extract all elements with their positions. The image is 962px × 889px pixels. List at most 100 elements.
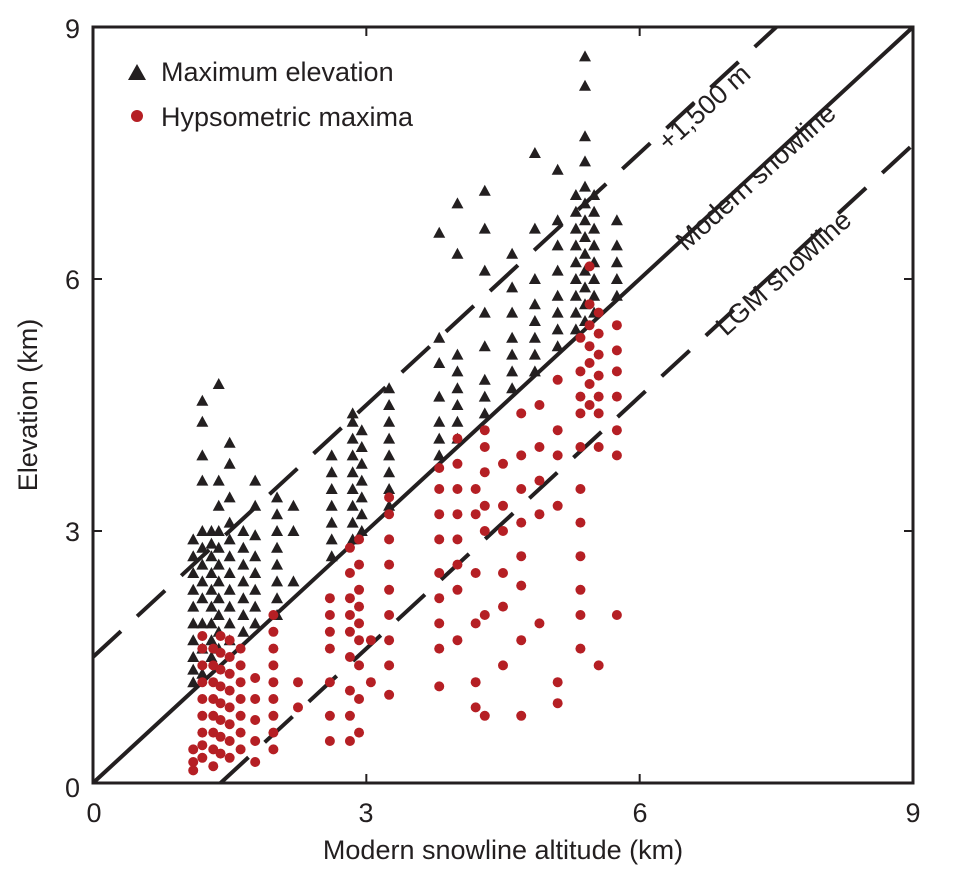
- data-point-max-elevation: [569, 306, 582, 318]
- y-tick-label: 9: [65, 14, 80, 44]
- data-point-hypsometric: [268, 660, 279, 671]
- data-point-max-elevation: [223, 567, 236, 578]
- data-point-max-elevation: [196, 541, 209, 553]
- data-point-max-elevation: [223, 516, 236, 528]
- data-point-hypsometric: [534, 618, 545, 629]
- data-point-hypsometric: [611, 391, 622, 402]
- data-point-max-elevation: [579, 155, 591, 167]
- legend-label-max-elevation: Maximum elevation: [161, 57, 394, 87]
- data-point-hypsometric: [452, 433, 463, 444]
- data-point-hypsometric: [593, 370, 604, 381]
- data-point-hypsometric: [434, 509, 445, 520]
- data-point-hypsometric: [434, 643, 445, 654]
- data-point-hypsometric: [344, 652, 355, 662]
- data-point-max-elevation: [355, 525, 368, 536]
- data-point-hypsometric: [354, 635, 365, 646]
- data-point-max-elevation: [355, 508, 368, 520]
- data-point-hypsometric: [534, 475, 545, 486]
- data-point-hypsometric: [250, 757, 261, 767]
- data-point-max-elevation: [588, 189, 601, 200]
- data-point-hypsometric: [584, 299, 595, 310]
- data-point-hypsometric: [575, 442, 586, 452]
- data-point-hypsometric: [293, 677, 303, 688]
- legend: Maximum elevation Hypsometric maxima: [128, 57, 414, 132]
- x-axis-title: Modern snowline altitude (km): [323, 835, 683, 865]
- data-point-hypsometric: [208, 744, 219, 755]
- data-point-hypsometric: [235, 727, 246, 738]
- data-point-hypsometric: [498, 568, 508, 578]
- data-point-hypsometric: [354, 534, 365, 545]
- data-point-hypsometric: [324, 710, 335, 721]
- data-point-hypsometric: [197, 694, 208, 704]
- y-tick-label: 3: [65, 517, 80, 547]
- data-point-hypsometric: [593, 349, 604, 360]
- data-point-max-elevation: [205, 583, 218, 595]
- data-point-max-elevation: [478, 222, 491, 234]
- data-point-hypsometric: [215, 631, 226, 641]
- data-point-max-elevation: [528, 273, 541, 284]
- data-point-max-elevation: [588, 289, 601, 301]
- data-point-hypsometric: [344, 710, 355, 721]
- data-point-max-elevation: [346, 483, 359, 494]
- data-point-max-elevation: [579, 231, 591, 242]
- data-point-hypsometric: [611, 320, 622, 331]
- data-point-hypsometric: [324, 593, 335, 604]
- data-point-max-elevation: [355, 424, 368, 436]
- data-point-hypsometric: [235, 677, 246, 688]
- data-point-hypsometric: [575, 408, 586, 419]
- data-point-hypsometric: [268, 694, 279, 704]
- data-point-max-elevation: [249, 529, 262, 541]
- data-point-hypsometric: [224, 668, 235, 679]
- data-point-hypsometric: [452, 635, 463, 646]
- data-point-max-elevation: [433, 331, 446, 343]
- data-point-max-elevation: [249, 550, 262, 562]
- data-point-hypsometric: [208, 727, 219, 738]
- data-point-hypsometric: [208, 761, 219, 772]
- data-point-hypsometric: [534, 442, 545, 452]
- data-point-max-elevation: [579, 180, 591, 192]
- data-point-hypsometric: [208, 643, 219, 654]
- data-point-hypsometric: [479, 425, 490, 436]
- data-point-max-elevation: [346, 415, 359, 427]
- data-point-hypsometric: [452, 484, 463, 494]
- data-point-hypsometric: [384, 509, 395, 520]
- data-point-max-elevation: [249, 499, 262, 511]
- data-point-hypsometric: [384, 534, 395, 545]
- data-point-hypsometric: [611, 610, 622, 620]
- data-point-max-elevation: [237, 625, 250, 637]
- data-point-hypsometric: [344, 542, 355, 553]
- data-point-hypsometric: [584, 261, 595, 272]
- x-tick-label: 9: [905, 798, 920, 828]
- data-point-hypsometric: [516, 580, 527, 591]
- data-point-max-elevation: [205, 550, 218, 562]
- data-point-max-elevation: [528, 222, 541, 234]
- data-point-max-elevation: [196, 558, 209, 570]
- data-point-max-elevation: [271, 508, 284, 520]
- data-point-hypsometric: [516, 450, 527, 461]
- data-point-hypsometric: [470, 568, 481, 578]
- data-point-hypsometric: [250, 736, 261, 746]
- data-point-hypsometric: [611, 345, 622, 356]
- data-point-max-elevation: [451, 415, 464, 427]
- data-point-max-elevation: [569, 323, 582, 335]
- data-point-max-elevation: [551, 163, 564, 175]
- data-point-max-elevation: [223, 617, 236, 629]
- series-hypsometric-maxima: [188, 261, 622, 776]
- data-point-max-elevation: [287, 575, 300, 587]
- y-axis-title: Elevation (km): [13, 319, 43, 492]
- data-point-hypsometric: [250, 673, 261, 683]
- data-point-hypsometric: [552, 500, 563, 511]
- data-point-max-elevation: [196, 474, 209, 486]
- data-point-hypsometric: [575, 551, 586, 562]
- data-point-max-elevation: [223, 600, 236, 612]
- data-point-max-elevation: [383, 466, 396, 478]
- data-point-max-elevation: [212, 592, 225, 604]
- data-point-hypsometric: [593, 408, 604, 419]
- data-point-hypsometric: [344, 626, 355, 637]
- data-point-hypsometric: [479, 500, 490, 511]
- data-point-hypsometric: [552, 425, 563, 436]
- data-point-hypsometric: [384, 635, 395, 646]
- data-point-max-elevation: [187, 617, 200, 629]
- data-point-hypsometric: [344, 685, 355, 696]
- data-point-hypsometric: [344, 568, 355, 578]
